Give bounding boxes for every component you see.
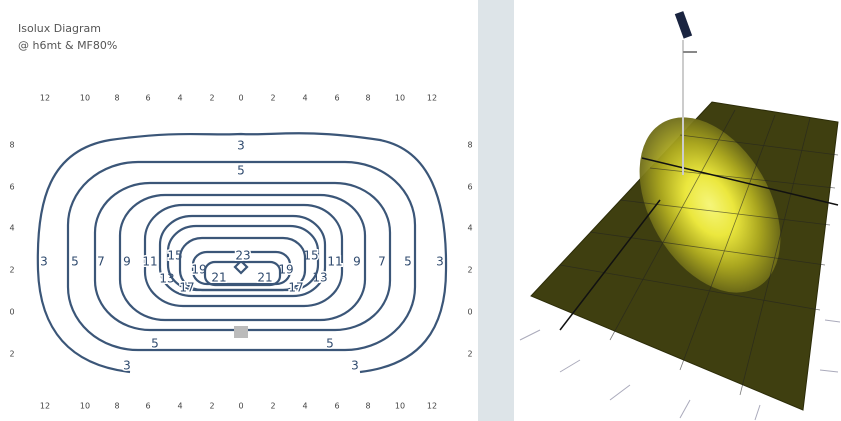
contour-label: 9: [123, 255, 131, 269]
ticks: 12 12 10 10 8 8 6 6 4 4 2 2 0 0 2 2 4 4 6 6 8 8 10 10 12 12 8 8 6 6 4 4…: [9, 94, 472, 411]
contour-label: 3: [351, 359, 359, 373]
x-tick-label: 8: [365, 402, 370, 411]
contour-label: 3: [123, 359, 131, 373]
contour-label: 5: [151, 337, 159, 351]
y-tick-label: 8: [467, 141, 472, 150]
contour-line: [118, 193, 367, 322]
contour-line: [233, 259, 249, 275]
y-tick-label: 4: [467, 224, 472, 233]
x-tick-label: 2: [270, 94, 275, 103]
x-tick-label: 12: [40, 94, 50, 103]
x-tick-label: 0: [238, 402, 243, 411]
x-tick-label: 10: [395, 402, 405, 411]
x-tick-label: 10: [80, 402, 90, 411]
contour-line: [143, 203, 344, 308]
x-tick-label: 6: [145, 402, 150, 411]
contour-label: 21: [211, 271, 226, 285]
contour-label: 17: [179, 281, 194, 295]
x-tick-label: 8: [114, 402, 119, 411]
x-tick-label: 12: [427, 402, 437, 411]
contour-label: 3: [40, 255, 48, 269]
contour-label: 5: [237, 164, 245, 178]
contour-label: 7: [378, 255, 386, 269]
subtitle: @ h6mt & MF80%: [18, 39, 117, 52]
x-tick-label: 6: [334, 94, 339, 103]
contour-label: 7: [97, 255, 105, 269]
contour-label: 5: [326, 337, 334, 351]
contour-line: [178, 236, 307, 292]
x-tick-label: 4: [177, 402, 182, 411]
y-tick-label: 2: [467, 350, 472, 359]
contour-label: 21: [257, 271, 272, 285]
x-tick-label: 12: [40, 402, 50, 411]
contour-label: 19: [278, 263, 293, 277]
contour-label: 11: [142, 255, 157, 269]
y-tick-label: 6: [467, 183, 472, 192]
title: Isolux Diagram: [18, 22, 101, 35]
x-tick-label: 10: [395, 94, 405, 103]
y-tick-label: 2: [9, 350, 14, 359]
x-tick-label: 6: [334, 402, 339, 411]
contour-line: [36, 132, 448, 374]
contour-label: 19: [191, 263, 206, 277]
y-tick-label: 2: [467, 266, 472, 275]
x-tick-label: 4: [302, 402, 307, 411]
x-tick-label: 8: [114, 94, 119, 103]
contour-label: 5: [71, 255, 79, 269]
contour-label: 15: [303, 249, 318, 263]
y-tick-label: 8: [9, 141, 14, 150]
x-tick-label: 2: [270, 402, 275, 411]
y-tick-label: 6: [9, 183, 14, 192]
x-tick-label: 2: [209, 402, 214, 411]
x-tick-label: 4: [177, 94, 182, 103]
x-tick-label: 10: [80, 94, 90, 103]
contour-label: 5: [404, 255, 412, 269]
contour-label: 3: [436, 255, 444, 269]
y-tick-label: 0: [9, 308, 14, 317]
contour-line: [158, 214, 327, 298]
y-tick-label: 2: [9, 266, 14, 275]
contour-line: [66, 160, 417, 352]
contour-label: 11: [327, 255, 342, 269]
x-tick-label: 6: [145, 94, 150, 103]
contour-label: 9: [353, 255, 361, 269]
x-tick-label: 8: [365, 94, 370, 103]
render-3d: [519, 11, 841, 421]
x-tick-label: 0: [238, 94, 243, 103]
x-tick-label: 12: [427, 94, 437, 103]
pole-marker: [234, 326, 248, 338]
y-tick-label: 0: [467, 308, 472, 317]
contour-label: 3: [237, 139, 245, 153]
x-tick-label: 4: [302, 94, 307, 103]
contour-label: 23: [235, 249, 250, 263]
contour-label: 17: [288, 281, 303, 295]
x-tick-label: 2: [209, 94, 214, 103]
divider: [478, 0, 514, 421]
y-tick-label: 4: [9, 224, 14, 233]
